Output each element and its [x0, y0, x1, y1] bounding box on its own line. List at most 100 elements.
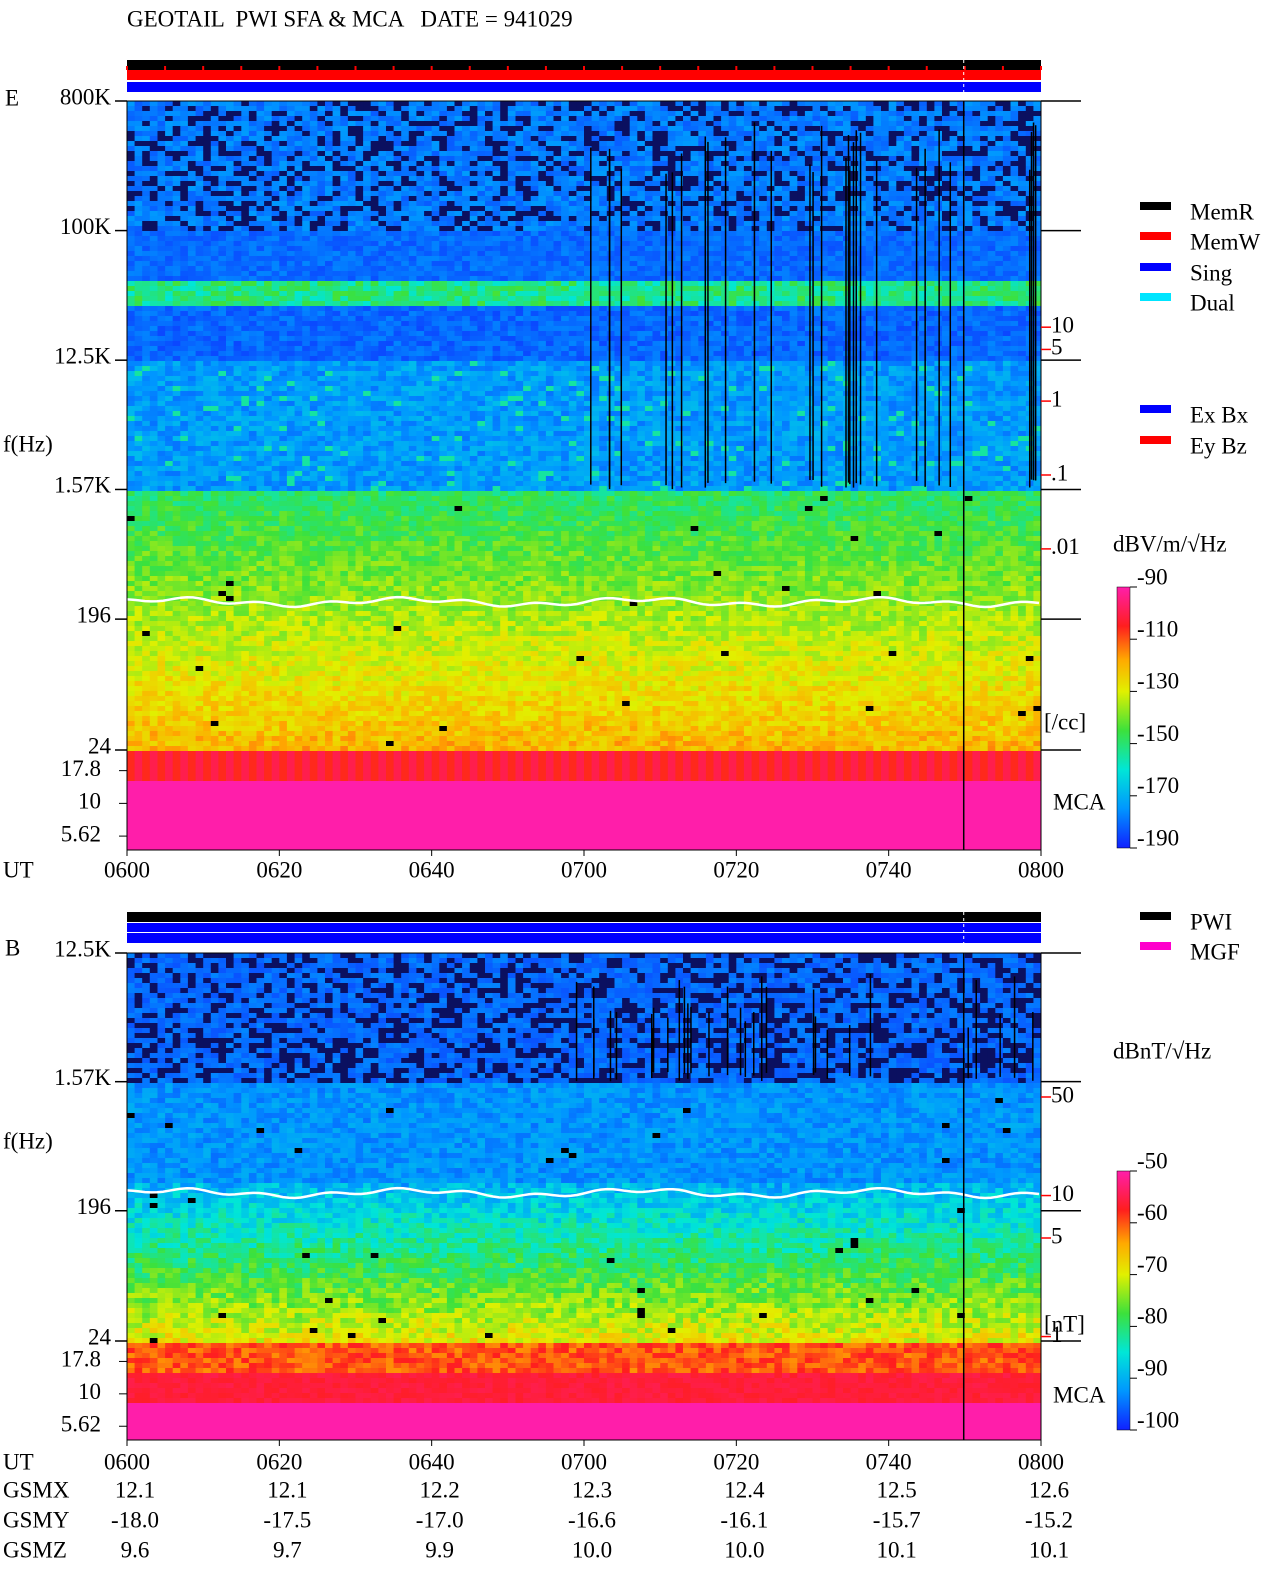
spectrogram-cell — [127, 291, 136, 297]
spectrogram-cell — [614, 161, 623, 167]
spectrogram-cell — [782, 251, 791, 257]
spectrogram-cell — [797, 291, 806, 297]
spectrogram-cell — [309, 101, 318, 107]
spectrogram-cell — [302, 241, 311, 247]
spectrogram-cell — [302, 146, 311, 152]
spectrogram-cell — [660, 256, 669, 262]
spectrogram-cell — [667, 111, 676, 117]
spectrogram-cell — [203, 151, 212, 157]
spectrogram-cell — [903, 156, 912, 162]
spectrogram-cell — [515, 266, 524, 272]
spectrogram-cell — [629, 121, 638, 127]
spectrogram-cell — [446, 146, 455, 152]
spectrogram-cell — [180, 116, 189, 122]
spectrogram-cell — [492, 116, 501, 122]
spectrogram-cell — [325, 236, 334, 242]
spectrogram-cell — [713, 196, 722, 202]
spectrogram-cell — [286, 116, 295, 122]
spectrogram-cell — [386, 276, 395, 282]
spectrogram-cell — [751, 176, 760, 182]
spectrogram-cell — [203, 161, 212, 167]
spectrogram-cell — [881, 176, 890, 182]
spectrogram-cell — [797, 151, 806, 157]
spectrogram-cell — [165, 161, 174, 167]
spectrogram — [127, 101, 1042, 851]
spectrogram-cell — [835, 106, 844, 112]
spectrogram-cell — [637, 171, 646, 177]
spectrogram-cell — [919, 111, 928, 117]
spectrogram-cell — [683, 116, 692, 122]
spectrogram-cell — [172, 256, 181, 262]
spectrogram-cell — [896, 231, 905, 237]
spectrogram-cell — [439, 121, 448, 127]
spectrogram-cell — [705, 256, 714, 262]
spectrogram-cell — [469, 246, 478, 252]
spectrogram-cell — [469, 136, 478, 142]
spectrogram-cell — [1018, 246, 1027, 252]
spectrogram-cell — [302, 186, 311, 192]
spectrogram-cell — [637, 241, 646, 247]
spectrogram-cell — [850, 296, 859, 302]
spectrogram-cell — [165, 301, 174, 307]
spectrogram-cell — [485, 241, 494, 247]
spectrogram-cell — [652, 266, 661, 272]
spectrogram-cell — [226, 101, 235, 107]
spectrogram-cell — [279, 266, 288, 272]
spectrogram-cell — [873, 176, 882, 182]
spectrogram-cell — [919, 261, 928, 267]
spectrogram-cell — [942, 276, 951, 282]
spectrogram-cell — [302, 231, 311, 237]
spectrogram-cell — [416, 126, 425, 132]
spectrogram-cell — [980, 131, 989, 137]
spectrogram-cell — [203, 221, 212, 227]
spectrogram-cell — [995, 266, 1004, 272]
spectrogram-cell — [1018, 171, 1027, 177]
spectrogram-cell — [652, 191, 661, 197]
spectrogram-cell — [149, 176, 158, 182]
spectrogram-cell — [652, 196, 661, 202]
spectrogram-cell — [622, 111, 631, 117]
spectrogram-cell — [294, 131, 303, 137]
spectrogram-cell — [675, 221, 684, 227]
spectrogram-cell — [180, 256, 189, 262]
spectrogram-cell — [165, 296, 174, 302]
spectrogram-cell — [142, 306, 151, 312]
spectrogram-cell — [1033, 131, 1042, 137]
spectrogram-cell — [393, 171, 402, 177]
spectrogram-cell — [972, 191, 981, 197]
spectrogram-cell — [782, 156, 791, 162]
spectrogram-cell — [317, 106, 326, 112]
spectrogram-cell — [553, 266, 562, 272]
spectrogram-cell — [599, 271, 608, 277]
spectrogram-cell — [500, 296, 509, 302]
spectrogram-cell — [256, 191, 265, 197]
spectrogram-cell — [149, 121, 158, 127]
spectrogram-cell — [1002, 301, 1011, 307]
spectrogram-cell — [698, 166, 707, 172]
spectrogram-cell — [789, 161, 798, 167]
spectrogram-cell — [462, 286, 471, 292]
spectrogram-cell — [743, 116, 752, 122]
spectrogram-cell — [926, 226, 935, 232]
spectrogram-cell — [500, 111, 509, 117]
spectrogram-cell — [812, 296, 821, 302]
spectrogram-cell — [302, 251, 311, 257]
spectrogram-cell — [1018, 176, 1027, 182]
spectrogram-cell — [127, 211, 136, 217]
spectrogram-cell — [492, 186, 501, 192]
spectrogram-cell — [294, 256, 303, 262]
spectrogram-cell — [218, 196, 227, 202]
spectrogram-cell — [873, 246, 882, 252]
spectrogram-cell — [690, 191, 699, 197]
spectrogram-cell — [873, 226, 882, 232]
spectrogram-cell — [561, 136, 570, 142]
spectrogram-cell — [683, 186, 692, 192]
spectrogram-cell — [797, 231, 806, 237]
spectrogram-cell — [424, 201, 433, 207]
spectrogram-cell — [157, 136, 166, 142]
spectrogram-cell — [142, 151, 151, 157]
spectrogram-cell — [972, 266, 981, 272]
spectrogram-cell — [873, 136, 882, 142]
spectrogram-cell — [980, 286, 989, 292]
spectrogram-cell — [462, 106, 471, 112]
